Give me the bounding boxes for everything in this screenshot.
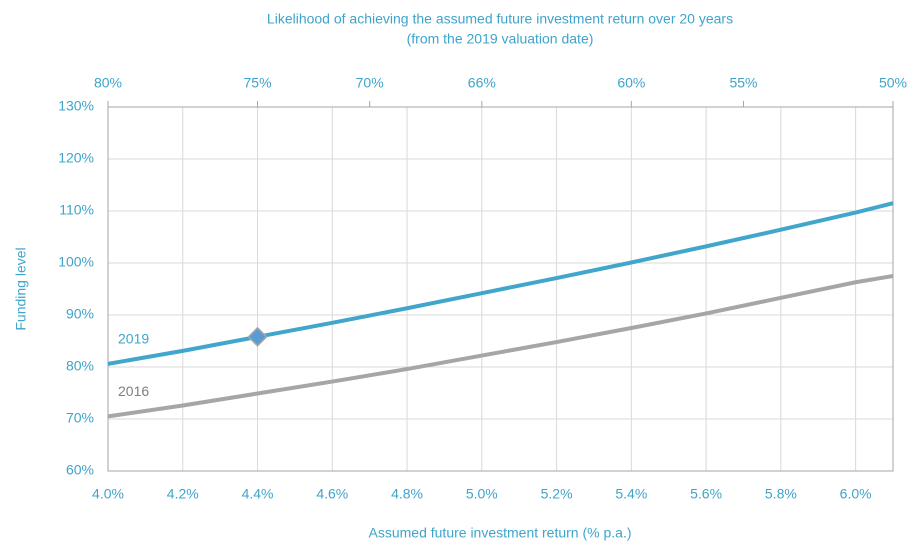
top-axis-title: (from the 2019 valuation date): [407, 31, 594, 47]
x-tick-label: 5.2%: [541, 486, 573, 502]
y-axis-title: Funding level: [13, 247, 29, 330]
top-tick-label: 66%: [468, 75, 496, 91]
y-tick-label: 100%: [58, 254, 94, 270]
x-tick-label: 4.0%: [92, 486, 124, 502]
series-label: 2016: [118, 383, 149, 399]
x-axis-title: Assumed future investment return (% p.a.…: [369, 525, 632, 541]
top-tick-label: 60%: [617, 75, 645, 91]
y-tick-label: 60%: [66, 462, 94, 478]
highlight-marker: [247, 326, 268, 347]
x-tick-label: 5.8%: [765, 486, 797, 502]
y-tick-label: 80%: [66, 358, 94, 374]
plot-frame: [107, 106, 894, 472]
top-tick-label: 75%: [244, 75, 272, 91]
x-tick-label: 4.2%: [167, 486, 199, 502]
y-tick-label: 70%: [66, 410, 94, 426]
x-tick-label: 5.0%: [466, 486, 498, 502]
x-tick-label: 4.6%: [316, 486, 348, 502]
top-axis-title: Likelihood of achieving the assumed futu…: [267, 11, 733, 27]
x-tick-label: 5.4%: [615, 486, 647, 502]
top-tick-label: 70%: [356, 75, 384, 91]
top-tick-label: 55%: [729, 75, 757, 91]
x-tick-label: 6.0%: [840, 486, 872, 502]
y-tick-label: 90%: [66, 306, 94, 322]
series-line: [107, 274, 894, 419]
y-tick-label: 110%: [59, 202, 94, 218]
top-tick-label: 50%: [879, 75, 907, 91]
top-tick-label: 80%: [94, 75, 122, 91]
x-tick-label: 4.4%: [242, 486, 274, 502]
x-tick-label: 4.8%: [391, 486, 423, 502]
y-tick-label: 120%: [58, 150, 94, 166]
series-line: [107, 201, 894, 366]
series-label: 2019: [118, 331, 149, 347]
y-tick-label: 130%: [58, 98, 94, 114]
x-tick-label: 5.6%: [690, 486, 722, 502]
